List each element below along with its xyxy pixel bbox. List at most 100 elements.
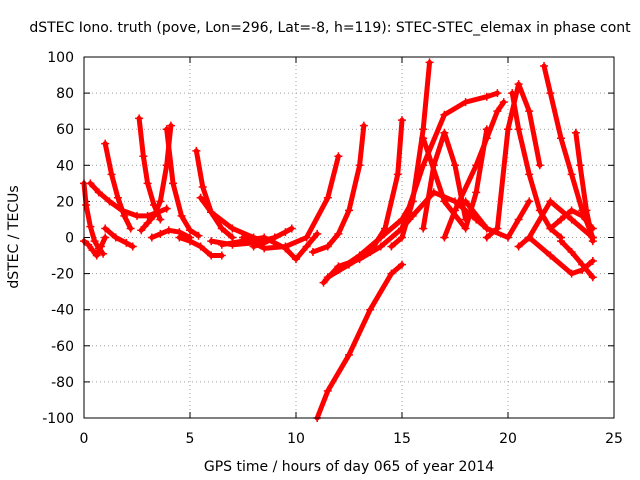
data-point [323, 386, 332, 395]
data-point [101, 224, 110, 233]
data-point [387, 269, 396, 278]
data-point [334, 265, 343, 274]
data-point [313, 229, 322, 238]
data-point [376, 242, 385, 251]
data-point [440, 110, 449, 119]
data-point [499, 98, 508, 107]
data-point [82, 201, 91, 210]
y-tick-label: 60 [56, 122, 74, 138]
data-point [162, 204, 171, 213]
data-point [139, 152, 148, 161]
data-point [376, 233, 385, 242]
data-point [88, 246, 97, 255]
data-point [194, 231, 203, 240]
data-point [359, 121, 368, 130]
data-point [143, 179, 152, 188]
data-point [192, 146, 201, 155]
y-tick-label: 40 [56, 158, 74, 174]
y-tick-label: 0 [65, 231, 74, 247]
data-point [398, 224, 406, 233]
data-point [287, 224, 296, 233]
data-point [169, 179, 178, 188]
data-point [576, 161, 585, 170]
series-22 [398, 89, 502, 233]
y-tick-label: 100 [47, 50, 74, 66]
data-point [461, 98, 470, 107]
data-point [567, 170, 576, 179]
data-point [319, 278, 328, 287]
data-point [472, 188, 481, 197]
data-point [525, 107, 534, 116]
data-point [578, 260, 587, 269]
series-25 [419, 125, 491, 233]
data-point [419, 224, 428, 233]
data-point [429, 188, 438, 197]
data-point [588, 256, 597, 265]
y-tick-label: -80 [51, 375, 74, 391]
series-line [573, 130, 596, 244]
data-point [493, 89, 502, 98]
data-point [546, 89, 555, 98]
data-point [567, 269, 576, 278]
series-3 [101, 139, 135, 233]
data-point [186, 226, 194, 235]
data-point [92, 251, 101, 260]
data-point [493, 107, 502, 116]
data-point [186, 237, 194, 246]
data-point [451, 161, 459, 170]
data-point [482, 224, 491, 233]
data-point [504, 233, 512, 242]
data-point [302, 242, 311, 251]
data-point [408, 211, 417, 220]
data-point [525, 170, 534, 179]
data-point [126, 224, 135, 233]
series-7 [147, 226, 194, 242]
data-point [588, 237, 597, 246]
data-point [398, 233, 406, 242]
series-27 [461, 197, 534, 242]
series-line [138, 123, 174, 233]
y-tick-label: -20 [51, 267, 74, 283]
data-point [451, 206, 459, 215]
series-15 [249, 224, 296, 251]
data-point [166, 121, 175, 130]
data-point [323, 193, 332, 202]
axis-ticks: 0 5 10 15 20 25 -100 -80 -60 -40 -20 0 20 40 60 80 100 [42, 50, 623, 447]
data-point [120, 211, 129, 220]
series-line [164, 126, 201, 239]
data-point [366, 305, 375, 314]
data-point [472, 161, 481, 170]
data-point [557, 215, 565, 224]
x-tick-label: 0 [80, 431, 89, 447]
y-tick-label: -60 [51, 339, 74, 355]
grid [84, 57, 614, 418]
y-tick-label: 20 [56, 194, 74, 210]
data-point [137, 226, 146, 235]
data-point [482, 92, 491, 101]
data-point [345, 350, 353, 359]
data-point [94, 188, 103, 197]
data-point [133, 211, 141, 220]
data-point [334, 152, 343, 161]
data-point [149, 211, 158, 220]
data-point [540, 62, 549, 71]
y-tick-label: -100 [42, 411, 74, 427]
series-6 [137, 121, 175, 235]
series-line [314, 262, 405, 421]
data-point [355, 251, 364, 260]
data-point [582, 206, 591, 215]
x-tick-label: 5 [186, 431, 195, 447]
data-point [207, 208, 216, 217]
data-point [525, 233, 534, 242]
chart-title: dSTEC Iono. truth (pove, Lon=296, Lat=-8… [29, 20, 631, 36]
data-point [482, 134, 491, 143]
data-point [90, 237, 99, 246]
series-4 [101, 224, 137, 251]
data-point [207, 251, 216, 260]
data-point [122, 238, 131, 247]
data-point [228, 224, 237, 233]
data-point [164, 226, 173, 235]
data-point [196, 242, 205, 251]
data-point [105, 197, 114, 206]
series-34 [571, 128, 597, 246]
